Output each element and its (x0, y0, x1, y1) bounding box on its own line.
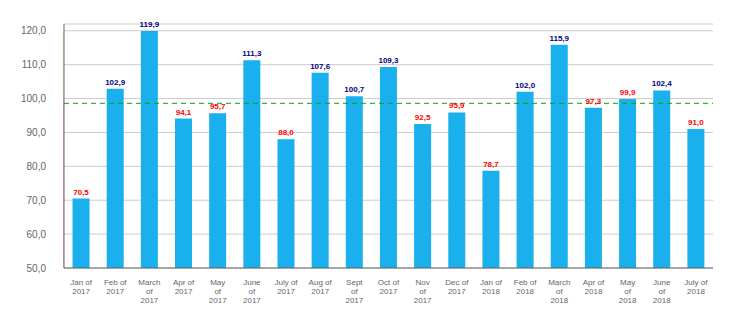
svg-text:102,4: 102,4 (652, 79, 673, 88)
svg-text:Septof2017: Septof2017 (345, 278, 363, 305)
svg-text:80,0: 80,0 (27, 161, 47, 172)
svg-text:109,3: 109,3 (378, 56, 399, 65)
svg-text:100,7: 100,7 (344, 85, 365, 94)
svg-text:95,9: 95,9 (449, 101, 465, 110)
svg-text:95,7: 95,7 (210, 102, 226, 111)
svg-text:102,9: 102,9 (105, 78, 126, 87)
svg-text:110,0: 110,0 (22, 59, 47, 70)
svg-text:Apr of2018: Apr of2018 (583, 278, 605, 296)
svg-text:Mayof2018: Mayof2018 (619, 278, 637, 305)
svg-text:Dec of2017: Dec of2017 (445, 278, 469, 296)
svg-text:88,0: 88,0 (278, 128, 294, 137)
svg-text:Feb of2018: Feb of2018 (514, 278, 537, 296)
svg-text:70,5: 70,5 (73, 188, 89, 197)
svg-text:100,0: 100,0 (21, 93, 46, 104)
svg-text:107,6: 107,6 (310, 62, 331, 71)
svg-text:60,0: 60,0 (27, 229, 47, 240)
svg-text:Novof2017: Novof2017 (414, 278, 432, 305)
svg-text:120,0: 120,0 (21, 25, 46, 36)
svg-text:91,0: 91,0 (688, 118, 704, 127)
svg-text:97,3: 97,3 (586, 97, 602, 106)
svg-text:119,9: 119,9 (140, 20, 160, 29)
svg-text:July of2018: July of2018 (684, 278, 708, 296)
svg-text:Jan of2017: Jan of2017 (70, 278, 93, 296)
svg-text:July of2017: July of2017 (274, 278, 298, 296)
svg-text:Marchof2018: Marchof2018 (548, 278, 570, 305)
svg-text:Juneof2018: Juneof2018 (653, 278, 671, 305)
svg-text:92,5: 92,5 (415, 113, 431, 122)
svg-text:102,0: 102,0 (515, 81, 536, 90)
svg-text:99,9: 99,9 (620, 88, 636, 97)
svg-text:78,7: 78,7 (483, 160, 499, 169)
svg-text:115,9: 115,9 (549, 34, 569, 43)
svg-text:Mayof2017: Mayof2017 (209, 278, 227, 305)
svg-text:90,0: 90,0 (27, 127, 47, 138)
svg-text:Oct of2017: Oct of2017 (378, 278, 400, 296)
svg-text:Aug of2017: Aug of2017 (309, 278, 333, 296)
svg-text:Apr of2017: Apr of2017 (173, 278, 195, 296)
svg-text:Marchof2017: Marchof2017 (138, 278, 160, 305)
svg-text:Feb of2017: Feb of2017 (104, 278, 127, 296)
svg-text:Jan of2018: Jan of2018 (480, 278, 503, 296)
svg-text:50,0: 50,0 (27, 263, 47, 274)
svg-text:Juneof2017: Juneof2017 (243, 278, 261, 305)
svg-text:70,0: 70,0 (27, 195, 47, 206)
svg-text:111,3: 111,3 (242, 49, 262, 58)
svg-text:94,1: 94,1 (176, 108, 192, 117)
